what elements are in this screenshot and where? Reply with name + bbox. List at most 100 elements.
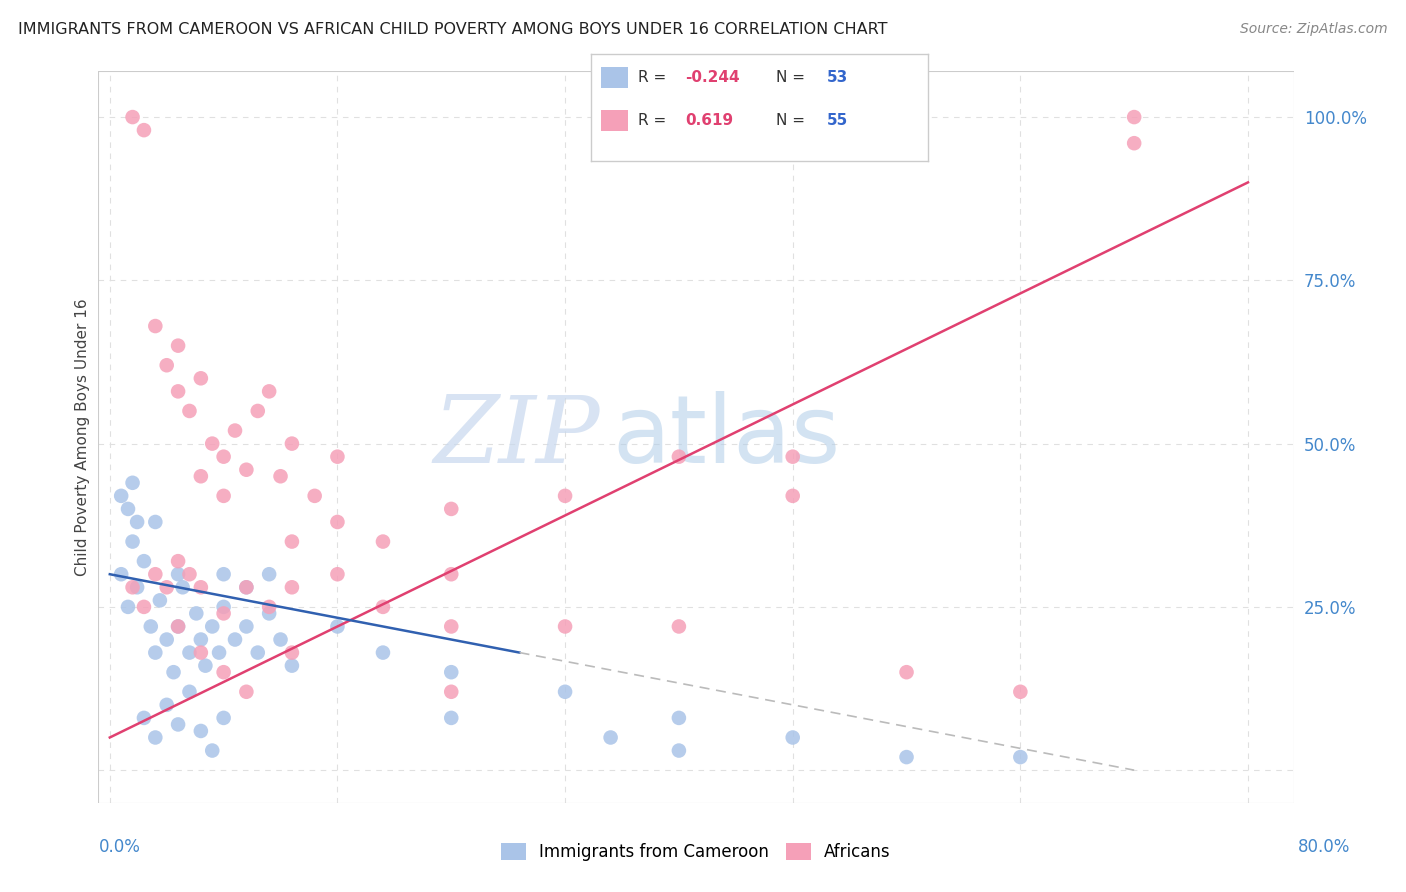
Point xyxy=(371,534,394,549)
Point xyxy=(139,619,162,633)
Text: 0.0%: 0.0% xyxy=(98,838,141,856)
Point xyxy=(194,658,217,673)
Point xyxy=(257,607,280,621)
Point xyxy=(132,123,155,137)
Point xyxy=(121,475,143,490)
Point xyxy=(212,450,235,464)
Point xyxy=(167,339,190,353)
Text: N =: N = xyxy=(776,113,806,128)
Point xyxy=(281,580,304,594)
Point xyxy=(212,489,235,503)
Point xyxy=(143,646,166,660)
Point xyxy=(440,619,463,633)
Point xyxy=(326,515,349,529)
Point xyxy=(156,358,179,372)
Point xyxy=(186,607,208,621)
Point xyxy=(110,567,132,582)
Point xyxy=(201,743,224,757)
Point xyxy=(270,632,292,647)
Point xyxy=(326,619,349,633)
Point xyxy=(121,534,143,549)
Point xyxy=(208,646,231,660)
Text: atlas: atlas xyxy=(613,391,841,483)
Point xyxy=(167,717,190,731)
Point xyxy=(143,731,166,745)
Point xyxy=(212,599,235,614)
Point xyxy=(257,384,280,399)
Point xyxy=(162,665,184,680)
Point xyxy=(782,450,804,464)
Point xyxy=(235,580,257,594)
Point xyxy=(371,599,394,614)
Point xyxy=(121,580,143,594)
Point xyxy=(668,743,690,757)
Point xyxy=(257,567,280,582)
Point xyxy=(190,646,212,660)
Point xyxy=(212,665,235,680)
Point xyxy=(143,319,166,334)
Point xyxy=(554,619,576,633)
Point xyxy=(156,580,179,594)
Point xyxy=(127,515,149,529)
Text: 53: 53 xyxy=(827,70,848,85)
Y-axis label: Child Poverty Among Boys Under 16: Child Poverty Among Boys Under 16 xyxy=(75,298,90,576)
Point xyxy=(132,711,155,725)
Point xyxy=(281,534,304,549)
Point xyxy=(782,489,804,503)
Point xyxy=(896,665,918,680)
Point xyxy=(554,685,576,699)
Point xyxy=(326,450,349,464)
Point xyxy=(1123,110,1146,124)
Point xyxy=(110,489,132,503)
Point xyxy=(281,658,304,673)
Text: 55: 55 xyxy=(827,113,848,128)
Point xyxy=(190,632,212,647)
Point xyxy=(1123,136,1146,151)
Point xyxy=(1010,750,1032,764)
Point xyxy=(668,711,690,725)
Point xyxy=(212,567,235,582)
Point xyxy=(257,599,280,614)
Point xyxy=(172,580,194,594)
Point xyxy=(201,619,224,633)
Point xyxy=(179,646,201,660)
Point xyxy=(304,489,326,503)
Point xyxy=(143,567,166,582)
Point xyxy=(143,515,166,529)
Point xyxy=(179,685,201,699)
Point xyxy=(117,502,139,516)
Point xyxy=(599,731,621,745)
Point xyxy=(896,750,918,764)
Legend: Immigrants from Cameroon, Africans: Immigrants from Cameroon, Africans xyxy=(495,836,897,868)
Point xyxy=(167,384,190,399)
Point xyxy=(281,436,304,450)
Point xyxy=(167,554,190,568)
Point xyxy=(235,619,257,633)
Point xyxy=(281,646,304,660)
Point xyxy=(235,685,257,699)
Point xyxy=(201,436,224,450)
Point xyxy=(782,731,804,745)
Point xyxy=(440,567,463,582)
Point xyxy=(224,424,246,438)
Point xyxy=(179,567,201,582)
Point xyxy=(371,646,394,660)
Text: ZIP: ZIP xyxy=(433,392,600,482)
Point xyxy=(190,469,212,483)
Point xyxy=(179,404,201,418)
Point xyxy=(167,567,190,582)
Point xyxy=(668,450,690,464)
Point xyxy=(190,580,212,594)
Point xyxy=(668,619,690,633)
Point xyxy=(246,646,269,660)
Point xyxy=(224,632,246,647)
Point xyxy=(132,599,155,614)
Bar xyxy=(600,67,627,88)
Point xyxy=(190,723,212,738)
Point xyxy=(127,580,149,594)
Point xyxy=(117,599,139,614)
Point xyxy=(156,698,179,712)
Point xyxy=(246,404,269,418)
Point xyxy=(440,665,463,680)
Text: -0.244: -0.244 xyxy=(685,70,740,85)
